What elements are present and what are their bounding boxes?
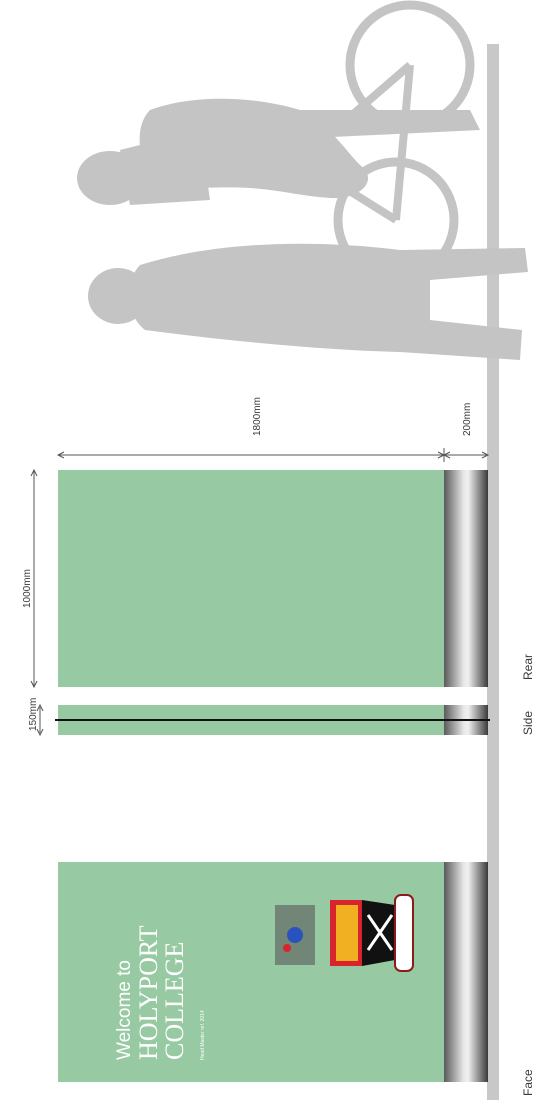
sign-text-block: Welcome to HOLYPORT COLLEGE Head Master … bbox=[114, 925, 206, 1060]
sign-welcome: Welcome to bbox=[114, 960, 135, 1060]
crest-shield-gold bbox=[336, 905, 358, 961]
cyclist-silhouette bbox=[77, 0, 480, 283]
sign-line-2: COLLEGE bbox=[160, 942, 189, 1060]
crest-keys bbox=[366, 914, 394, 951]
face-panel bbox=[58, 862, 444, 1082]
rear-base bbox=[444, 470, 488, 687]
crest-scroll bbox=[394, 894, 414, 972]
dimension-width-label: 1000mm bbox=[22, 569, 33, 608]
dimension-depth bbox=[36, 703, 44, 737]
ground-line bbox=[487, 44, 499, 1100]
dimension-panel-height-label: 1800mm bbox=[252, 397, 263, 436]
crest-animals bbox=[275, 905, 315, 965]
sign-line-1: HOLYPORT bbox=[134, 925, 163, 1060]
college-crest bbox=[275, 894, 414, 972]
view-label-side: Side bbox=[521, 711, 534, 735]
view-label-rear: Rear bbox=[521, 654, 534, 680]
face-base bbox=[444, 862, 488, 1082]
sign-small-text: Head Master ref. 2014 bbox=[200, 1010, 206, 1060]
rear-panel bbox=[58, 470, 444, 687]
dimension-depth-label: 150mm bbox=[28, 698, 39, 731]
dimension-base-height-label: 200mm bbox=[462, 403, 473, 436]
dimension-panel-height bbox=[56, 448, 446, 462]
view-label-face: Face bbox=[521, 1069, 534, 1096]
dimension-width bbox=[30, 468, 38, 689]
pedestrian-silhouette bbox=[88, 243, 528, 360]
dimension-base-height bbox=[442, 451, 490, 459]
